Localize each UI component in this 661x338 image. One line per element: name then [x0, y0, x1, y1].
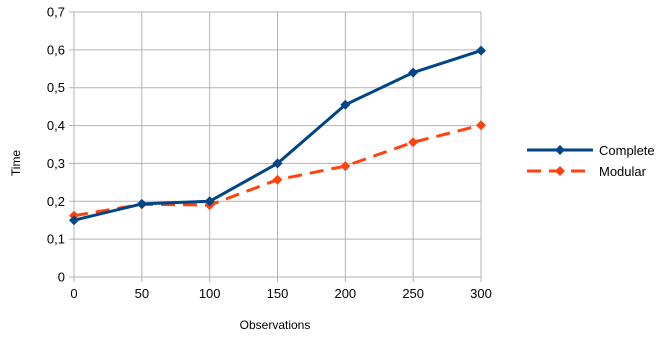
grid-lines — [73, 11, 482, 278]
x-tick-label: 150 — [267, 286, 289, 301]
axes — [69, 11, 482, 282]
data-point-modular — [408, 137, 419, 148]
y-tick-label: 0,5 — [47, 80, 65, 95]
x-tick-label: 200 — [334, 286, 356, 301]
data-point-complete — [69, 215, 79, 226]
x-tick-labels: 0 50 100 150 200 250 300 — [70, 286, 491, 301]
legend: Complete Modular — [527, 143, 655, 179]
x-tick-label: 0 — [70, 286, 77, 301]
y-tick-label: 0,7 — [47, 5, 65, 20]
x-tick-label: 50 — [135, 286, 149, 301]
data-point-modular — [272, 174, 283, 185]
legend-label-modular: Modular — [599, 164, 647, 179]
y-tick-label: 0 — [58, 270, 65, 285]
data-point-complete — [476, 45, 486, 56]
y-tick-label: 0,1 — [47, 232, 65, 247]
data-point-complete — [204, 196, 215, 207]
legend-marker-modular — [555, 166, 565, 176]
y-tick-label: 0,2 — [47, 194, 65, 209]
data-point-complete — [340, 99, 351, 110]
data-point-complete — [272, 158, 283, 169]
x-tick-label: 100 — [199, 286, 221, 301]
y-tick-label: 0,3 — [47, 156, 65, 171]
data-point-modular — [476, 120, 486, 131]
y-tick-label: 0,6 — [47, 42, 65, 57]
y-tick-label: 0,4 — [47, 118, 65, 133]
y-axis-title: Time — [9, 150, 23, 177]
data-point-complete — [136, 198, 147, 209]
x-tick-label: 300 — [470, 286, 492, 301]
x-axis-title: Observations — [240, 318, 311, 332]
data-point-complete — [408, 67, 419, 78]
series-layer — [69, 45, 486, 226]
legend-label-complete: Complete — [599, 143, 655, 158]
y-tick-labels: 0 0,1 0,2 0,3 0,4 0,5 0,6 0,7 — [47, 5, 65, 285]
data-point-modular — [340, 161, 351, 172]
legend-marker-complete — [555, 145, 565, 155]
x-tick-label: 250 — [402, 286, 424, 301]
